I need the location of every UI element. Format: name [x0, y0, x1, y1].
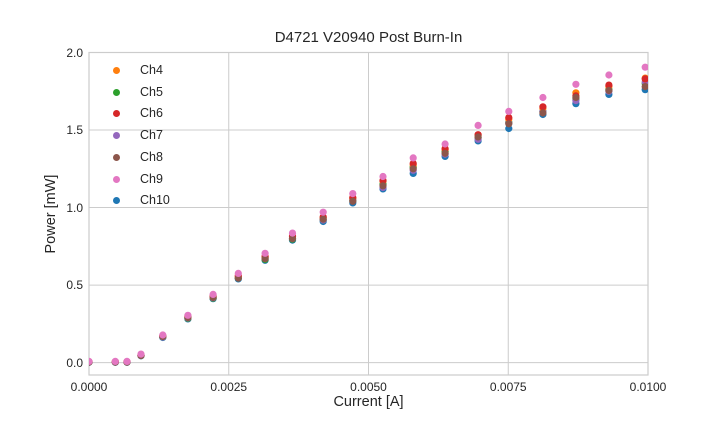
data-point-ch9 [441, 140, 449, 148]
y-tick-label: 2.0 [66, 45, 83, 60]
x-tick-label: 0.0075 [489, 380, 527, 394]
x-axis-label: Current [A] [333, 394, 404, 410]
legend-marker-icon [113, 88, 120, 96]
data-point-ch9 [379, 172, 387, 181]
series-ch4 [89, 74, 648, 366]
plot-border [88, 51, 649, 376]
chart-title: D4721 V20940 Post Burn-In [274, 29, 463, 46]
data-point-ch9 [137, 350, 145, 358]
series-ch6 [89, 75, 648, 366]
data-point-ch9 [474, 121, 482, 129]
data-point-ch8 [349, 197, 357, 205]
legend-label: Ch5 [140, 84, 163, 99]
data-point-ch9 [505, 107, 513, 115]
data-point-ch6 [641, 75, 648, 83]
data-points [89, 63, 648, 366]
x-tick-label: 0.0025 [210, 380, 248, 394]
legend-marker-icon [113, 175, 120, 183]
legend-marker-icon [113, 197, 120, 205]
data-point-ch8 [641, 83, 648, 91]
data-point-ch9 [159, 331, 167, 339]
data-point-ch9 [123, 357, 131, 365]
data-point-ch9 [572, 80, 580, 88]
data-point-ch9 [209, 290, 217, 298]
y-axis-label: Power [mW] [43, 174, 59, 254]
data-point-ch9 [184, 311, 192, 319]
data-point-ch8 [539, 109, 547, 117]
data-point-ch8 [474, 133, 482, 141]
x-tick-label: 0.0100 [629, 380, 667, 394]
series-ch8 [89, 83, 648, 366]
data-point-ch8 [441, 149, 449, 157]
data-point-ch9 [319, 208, 327, 216]
data-point-ch9 [261, 249, 269, 257]
y-tick-label: 1.5 [66, 123, 83, 138]
data-point-ch8 [319, 215, 327, 223]
legend-marker-icon [113, 67, 120, 74]
data-point-ch6 [539, 103, 547, 111]
y-tick-label: 0.5 [66, 278, 83, 293]
series-ch10 [89, 86, 648, 366]
legend-label: Ch9 [140, 171, 163, 186]
legend-label: Ch8 [140, 149, 163, 164]
data-point-ch6 [505, 114, 513, 122]
legend-label: Ch10 [140, 193, 170, 208]
y-tick-label: 0.0 [66, 355, 83, 370]
legend-marker-icon [113, 110, 120, 118]
legend-label: Ch4 [140, 63, 163, 77]
series-ch7 [89, 78, 648, 366]
data-point-ch8 [605, 86, 613, 95]
legend-label: Ch7 [140, 128, 163, 143]
series-ch5 [89, 79, 648, 366]
data-point-ch9 [234, 269, 242, 277]
data-point-ch6 [605, 81, 613, 89]
data-point-ch9 [111, 357, 119, 365]
y-tick-label: 1.0 [66, 200, 83, 215]
data-point-ch8 [379, 182, 387, 190]
x-tick-label: 0.0000 [70, 380, 108, 394]
data-point-ch9 [288, 229, 297, 237]
data-point-ch9 [409, 154, 417, 162]
data-point-ch8 [288, 235, 297, 243]
legend-label: Ch6 [140, 106, 163, 121]
data-point-ch8 [572, 93, 580, 102]
legend-marker-icon [113, 153, 120, 161]
legend-marker-icon [113, 132, 120, 140]
series-ch9 [89, 63, 648, 365]
data-point-ch9 [89, 357, 93, 365]
data-point-ch9 [641, 63, 648, 71]
data-point-ch8 [505, 120, 513, 128]
data-point-ch6 [409, 159, 417, 167]
x-tick-label: 0.0050 [350, 380, 387, 394]
data-point-ch8 [409, 165, 417, 173]
data-point-ch9 [349, 190, 357, 198]
data-point-ch9 [539, 93, 547, 102]
data-point-ch8 [261, 255, 269, 263]
data-point-ch9 [605, 71, 613, 79]
